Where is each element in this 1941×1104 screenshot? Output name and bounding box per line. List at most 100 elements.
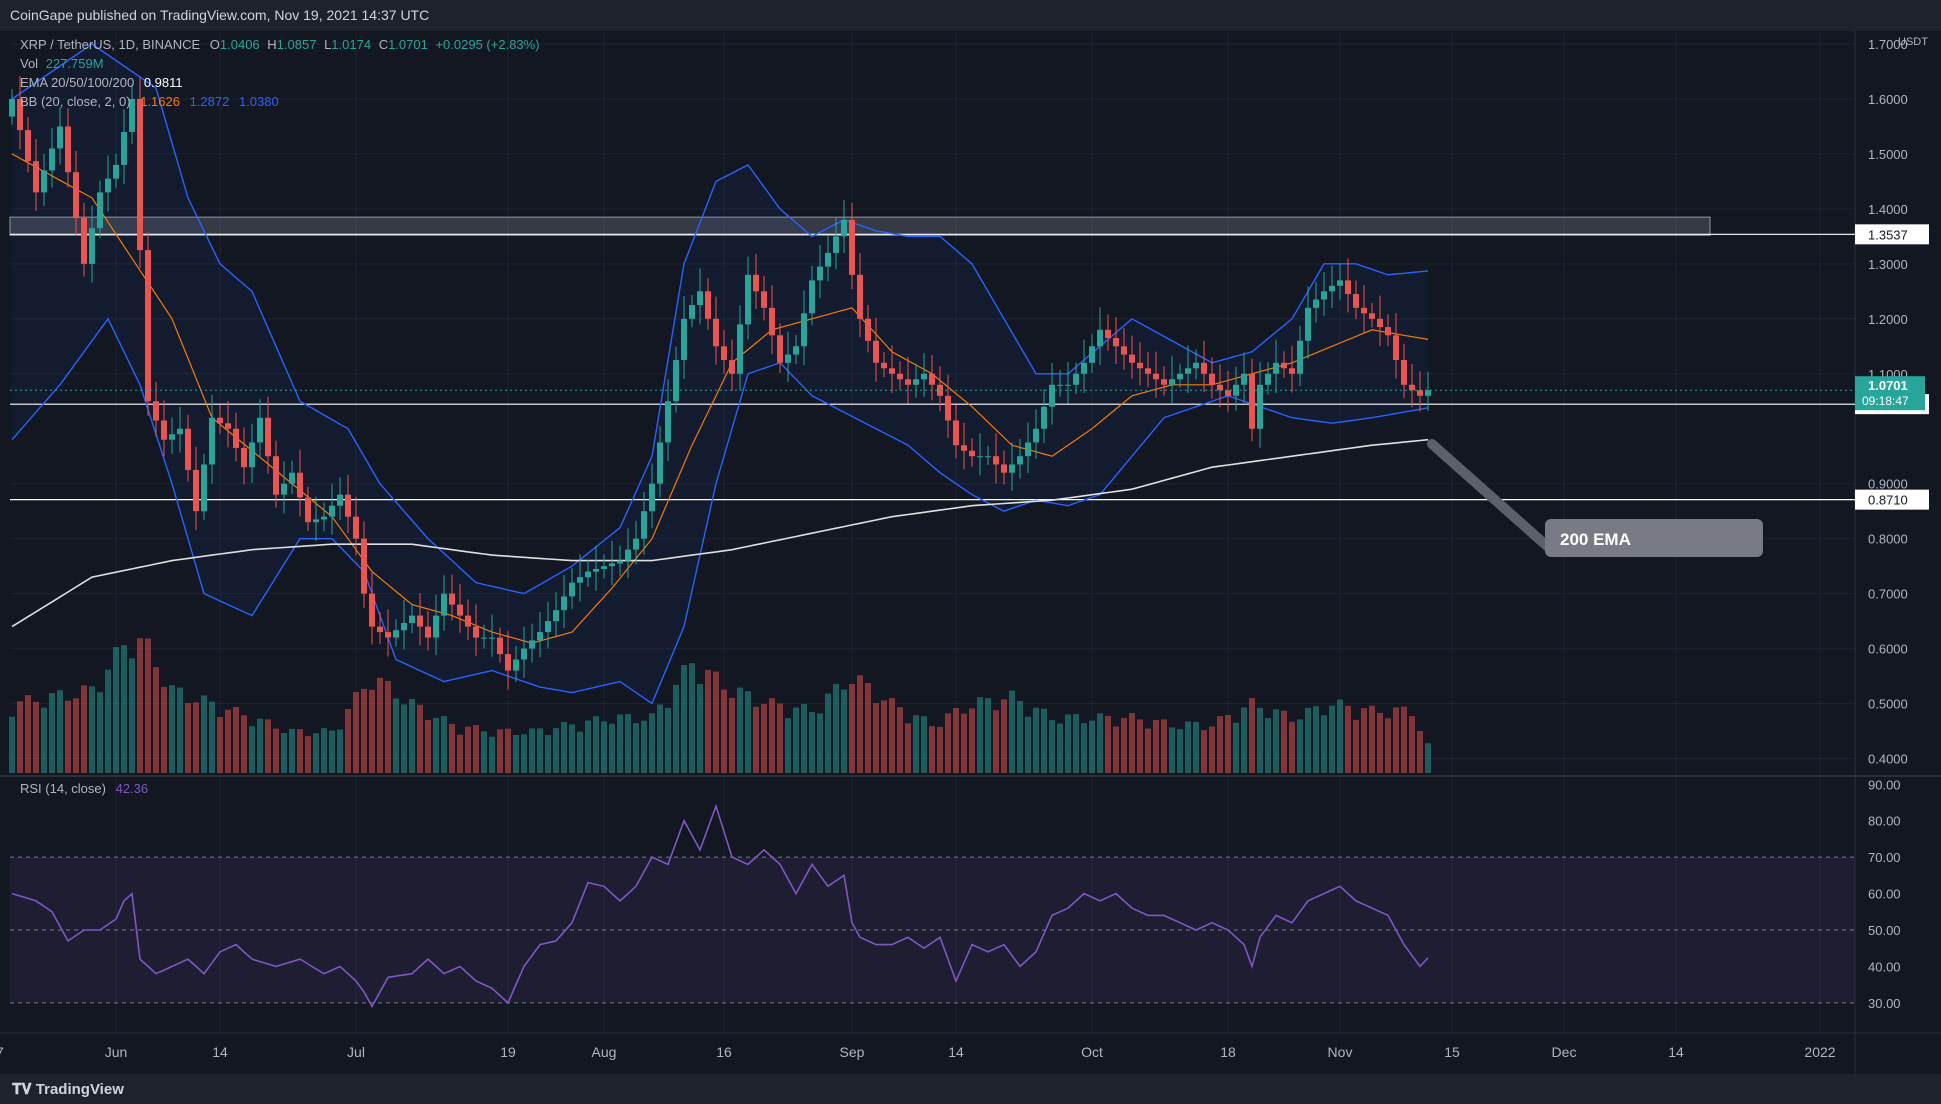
time-tick-label: 16 [716, 1044, 732, 1060]
volume-bar [769, 698, 775, 773]
rsi-tick-label: 80.00 [1868, 814, 1901, 829]
volume-bar [265, 719, 271, 773]
candle [49, 127, 55, 188]
candle [329, 483, 335, 535]
volume-bar [137, 638, 143, 773]
legend-ohlc-row: XRP / TetherUS, 1D, BINANCE O1.0406 H1.0… [20, 37, 540, 52]
volume-bar [857, 675, 863, 773]
candle-body [601, 566, 607, 569]
candle-body [1209, 373, 1215, 385]
volume-bar [1369, 705, 1375, 773]
candle [1257, 362, 1263, 448]
candle [465, 599, 471, 641]
candle-body [553, 610, 559, 622]
candle [265, 396, 271, 474]
candle [1185, 345, 1191, 393]
candle [289, 460, 295, 495]
horizontal-levels [10, 233, 1855, 501]
candle [825, 235, 831, 282]
volume-bar [313, 733, 319, 773]
candle-body [921, 373, 927, 380]
candle [209, 394, 215, 484]
volume-bar [937, 726, 943, 773]
candle-body [761, 291, 767, 308]
candle [833, 216, 839, 270]
candle-body [9, 98, 15, 117]
volume-bar [41, 707, 47, 773]
candle-body [1081, 362, 1087, 374]
candle [1081, 339, 1087, 394]
candle [1321, 271, 1327, 316]
candle-body [201, 464, 207, 512]
candle [1129, 335, 1135, 379]
candle-body [777, 335, 783, 363]
candle [593, 545, 599, 591]
candle-body [409, 615, 415, 623]
candle-body [673, 360, 679, 402]
time-tick-label: 14 [1668, 1044, 1684, 1060]
candle [1425, 371, 1431, 412]
volume-bar [153, 667, 159, 773]
volume-bar [25, 695, 31, 773]
volume-bar [969, 708, 975, 773]
change-value: +0.0295 (+2.83%) [435, 37, 540, 52]
candle [913, 363, 919, 398]
volume-bar [369, 689, 375, 773]
candle [57, 107, 63, 165]
volume-bar [1377, 712, 1383, 773]
candle [1121, 328, 1127, 370]
bollinger-fill-area [12, 43, 1428, 704]
volume-bar [1201, 730, 1207, 773]
tradingview-logo[interactable]: 𝐓𝐕 TradingView [12, 1081, 124, 1098]
candle [385, 609, 391, 657]
candle [665, 379, 671, 461]
volume-bar [897, 707, 903, 773]
volume-bar [625, 714, 631, 773]
volume-bar [777, 703, 783, 773]
candle [689, 294, 695, 328]
candle [137, 77, 143, 269]
candle [449, 574, 455, 621]
volume-bar [33, 701, 39, 773]
bb-lower-value: 1.0380 [238, 94, 279, 109]
volume-bar [473, 725, 479, 773]
volume-bar [161, 686, 167, 773]
volume-bar [697, 684, 703, 773]
candle-body [817, 266, 823, 281]
candle-body [961, 445, 967, 451]
candle-body [889, 368, 895, 374]
candle-body [1065, 384, 1071, 386]
volume-bar [1417, 730, 1423, 773]
candle-body [337, 494, 343, 506]
candle-body [1313, 299, 1319, 308]
candle-body [281, 483, 287, 495]
candle [953, 404, 959, 459]
volume-bar [89, 686, 95, 773]
candle-body [73, 172, 79, 219]
volume-bar [441, 716, 447, 773]
time-tick-label: Jun [105, 1044, 128, 1060]
volume-bar [1425, 743, 1431, 773]
candle [713, 296, 719, 365]
candle-body [873, 340, 879, 363]
candle [705, 278, 711, 330]
candle [1169, 356, 1175, 404]
candle-body [593, 568, 599, 572]
candle-body [1097, 329, 1103, 347]
close-value: 1.0701 [388, 37, 428, 52]
candle-body [785, 354, 791, 363]
candle [681, 295, 687, 380]
candle [577, 554, 583, 602]
candle [1225, 371, 1231, 412]
time-tick-label: Aug [592, 1044, 617, 1060]
candle-body [217, 417, 223, 424]
chart-svg[interactable]: 200 EMA 1.7000 1.6000 1.5000 1.4000 1.3000 1.… [0, 31, 1941, 1074]
candle-body [161, 420, 167, 440]
candle [1297, 325, 1303, 387]
volume-bar [1209, 726, 1215, 773]
candle-body [257, 417, 263, 443]
candle-body [729, 360, 735, 374]
chart-area[interactable]: 200 EMA 1.7000 1.6000 1.5000 1.4000 1.3000 1.… [0, 31, 1941, 1074]
volume-bar [1401, 706, 1407, 773]
candle-body [609, 563, 615, 567]
